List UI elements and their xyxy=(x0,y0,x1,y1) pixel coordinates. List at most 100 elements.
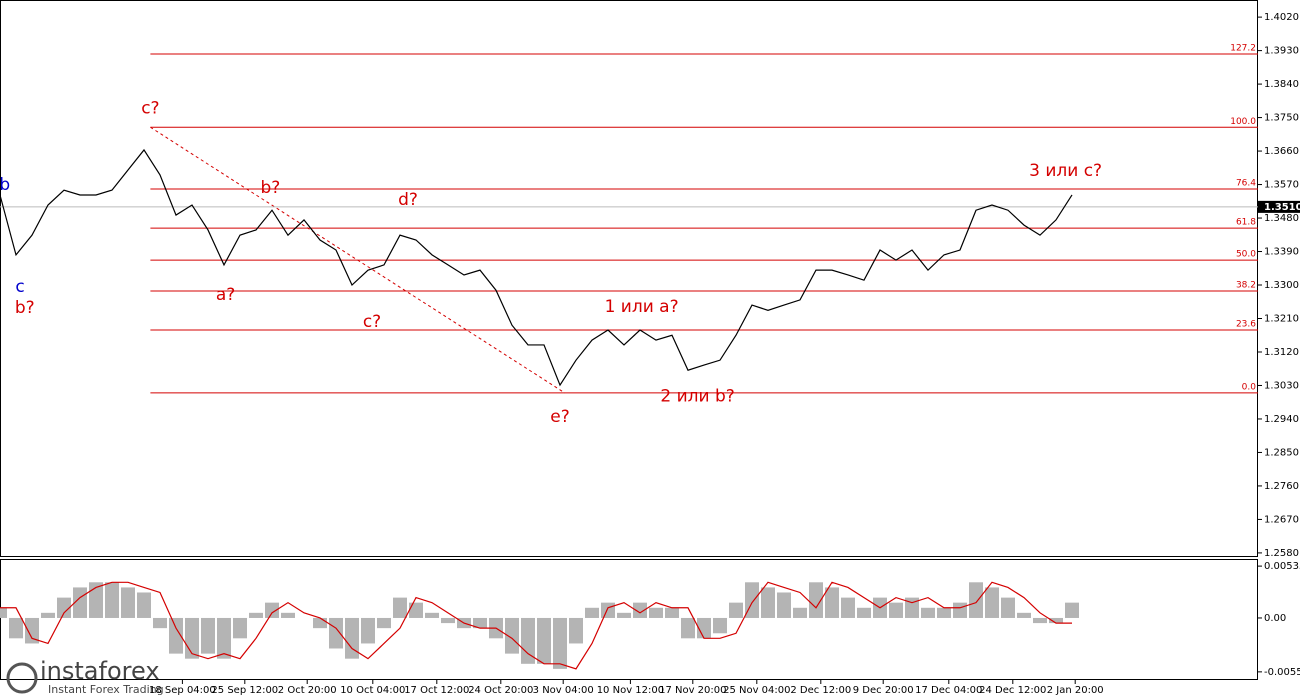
fib-label: 23.6 xyxy=(1236,320,1256,330)
y-tick-label: 1.4020 xyxy=(1264,12,1299,23)
histogram-bar xyxy=(393,597,407,618)
y-tick-label: 1.3210 xyxy=(1264,313,1299,324)
x-tick-label: 10 Nov 12:00 xyxy=(597,685,664,696)
histogram-bar xyxy=(409,602,423,618)
histogram-bar xyxy=(777,592,791,618)
histogram-bar xyxy=(649,607,663,618)
x-tick-label: 24 Dec 12:00 xyxy=(979,685,1046,696)
y-tick-label: 1.3300 xyxy=(1264,280,1299,291)
watermark: instaforex Instant Forex Trading xyxy=(6,657,164,696)
watermark-tagline: Instant Forex Trading xyxy=(48,683,164,696)
fib-label: 61.8 xyxy=(1236,218,1256,228)
price-line xyxy=(0,148,1073,387)
x-tick-label: 17 Oct 12:00 xyxy=(404,685,469,696)
y-tick-label: 1.3480 xyxy=(1264,213,1299,224)
histogram-bar xyxy=(905,597,919,618)
histogram-bar xyxy=(473,617,487,629)
histogram-bar xyxy=(57,597,71,618)
wave-label: a? xyxy=(216,285,235,305)
y-tick-label: 1.2760 xyxy=(1264,481,1299,492)
histogram-bar xyxy=(633,602,647,618)
fib-label: 50.0 xyxy=(1236,250,1256,260)
histogram-bar xyxy=(217,617,231,659)
wave-label: c? xyxy=(141,98,159,118)
y-tick-label: 1.3030 xyxy=(1264,380,1299,391)
histogram-bar xyxy=(377,617,391,629)
histogram-bar xyxy=(361,617,375,644)
current-price-box xyxy=(1258,200,1300,213)
histogram-bar xyxy=(233,617,247,639)
histogram-bar xyxy=(921,607,935,618)
histogram-bar xyxy=(809,582,823,618)
y-tick-label: 1.3570 xyxy=(1264,180,1299,191)
histogram-bar xyxy=(505,617,519,654)
histogram-bar xyxy=(857,607,871,618)
osc-tick-label: 0.00 xyxy=(1264,613,1286,624)
x-tick-label: 24 Oct 20:00 xyxy=(468,685,533,696)
trendline xyxy=(150,126,566,394)
osc-tick-label: 0.00535 xyxy=(1264,561,1300,572)
histogram-bar xyxy=(201,617,215,654)
x-tick-label: 2 Jan 20:00 xyxy=(1047,685,1104,696)
histogram-bar xyxy=(1033,617,1047,624)
x-tick-label: 17 Dec 04:00 xyxy=(915,685,982,696)
x-tick-label: 25 Nov 04:00 xyxy=(723,685,790,696)
watermark-brand: instaforex xyxy=(40,657,160,685)
histogram-bar xyxy=(105,582,119,618)
histogram-bar xyxy=(937,607,951,618)
wave-label: c xyxy=(15,277,24,297)
osc-tick-label: -0.00556 xyxy=(1264,667,1300,678)
x-tick-label: 18 Sep 04:00 xyxy=(149,685,216,696)
histogram-bar xyxy=(713,617,727,634)
histogram-bar xyxy=(825,587,839,618)
main-frame xyxy=(0,0,1258,557)
histogram-bar xyxy=(569,617,583,644)
watermark-logo xyxy=(6,662,38,694)
histogram-bar xyxy=(153,617,167,629)
histogram-bar xyxy=(521,617,535,664)
y-tick-label: 1.2580 xyxy=(1264,548,1299,559)
histogram-bar xyxy=(9,617,23,639)
wave-label: e? xyxy=(550,407,569,427)
histogram-bar xyxy=(137,592,151,618)
y-tick-label: 1.3120 xyxy=(1264,347,1299,358)
wave-label: c? xyxy=(363,312,381,332)
histogram-bar xyxy=(0,607,7,618)
histogram-bar xyxy=(249,612,263,618)
fib-label: 127.2 xyxy=(1230,43,1256,53)
histogram-bar xyxy=(41,612,55,618)
histogram-bar xyxy=(681,617,695,639)
y-tick-label: 1.2940 xyxy=(1264,414,1299,425)
x-tick-label: 2 Dec 12:00 xyxy=(790,685,851,696)
histogram-bar xyxy=(841,597,855,618)
histogram-bar xyxy=(985,587,999,618)
wave-label: 2 или b? xyxy=(660,387,734,407)
histogram-bar xyxy=(665,607,679,618)
histogram-bar xyxy=(25,617,39,644)
wave-label: 3 или c? xyxy=(1029,161,1102,181)
y-tick-label: 1.2850 xyxy=(1264,447,1299,458)
histogram-bar xyxy=(265,602,279,618)
histogram-bar xyxy=(729,602,743,618)
histogram-bar xyxy=(697,617,711,639)
histogram-bar xyxy=(585,607,599,618)
fib-label: 76.4 xyxy=(1236,179,1256,189)
y-tick-label: 1.3750 xyxy=(1264,113,1299,124)
wave-label: b? xyxy=(15,298,35,318)
histogram-bar xyxy=(889,602,903,618)
current-price-label: 1.3510 xyxy=(1264,202,1300,213)
histogram-bar xyxy=(169,617,183,654)
y-tick-label: 1.3930 xyxy=(1264,46,1299,57)
fib-label: 0.0 xyxy=(1242,382,1257,392)
histogram-bar xyxy=(793,607,807,618)
histogram-bar xyxy=(441,617,455,624)
x-tick-label: 10 Oct 04:00 xyxy=(340,685,405,696)
histogram-bar xyxy=(345,617,359,659)
histogram-bar xyxy=(953,602,967,618)
histogram-bar xyxy=(89,582,103,618)
histogram-bar xyxy=(1001,597,1015,618)
signal-line xyxy=(0,581,1072,670)
y-tick-label: 1.3390 xyxy=(1264,247,1299,258)
histogram-bar xyxy=(969,582,983,618)
histogram-bar xyxy=(601,602,615,618)
